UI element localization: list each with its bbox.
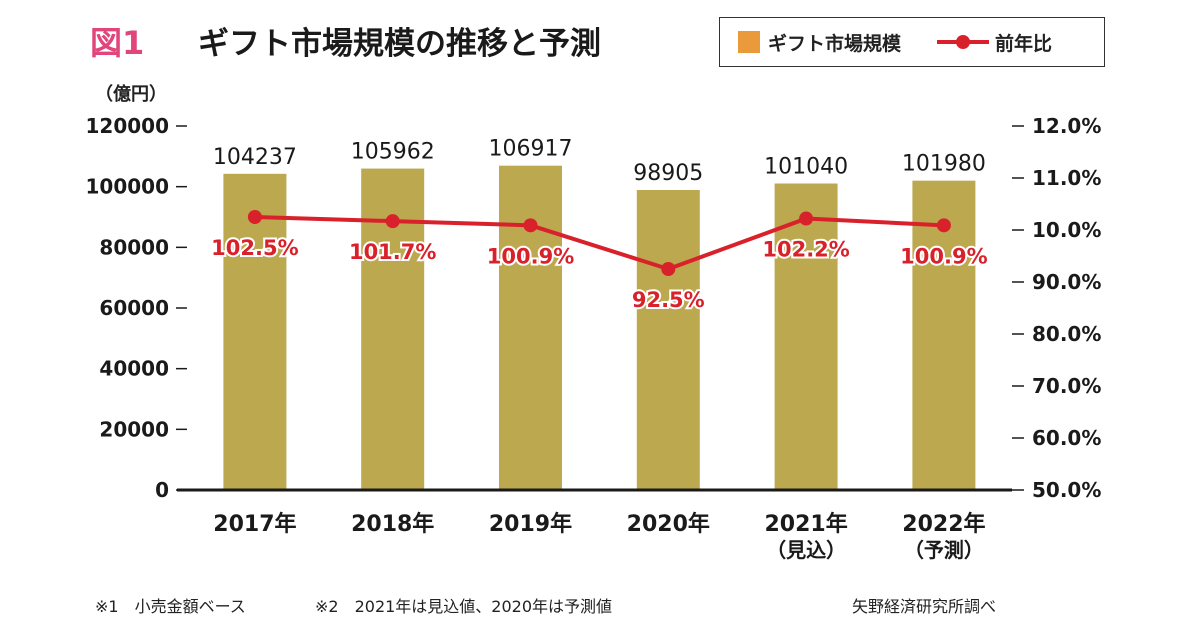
bar <box>636 189 700 490</box>
figure-label: 図1 <box>90 24 145 62</box>
footnote-2: ※2 2021年は見込値、2020年は予測値 <box>315 597 613 616</box>
x-tick-label: 2017年 <box>213 511 296 537</box>
legend-item-yoy: 前年比 <box>937 29 1052 56</box>
y-left-tick-label: 120000 <box>86 114 170 138</box>
y-right-tick-label: 10.0% <box>1032 218 1101 242</box>
legend-item-market-size: ギフト市場規模 <box>738 29 901 56</box>
yoy-value-label: 92.5% <box>632 288 705 312</box>
bar-value-label: 98905 <box>633 161 703 186</box>
bar-value-label: 105962 <box>351 140 435 165</box>
y-right-tick-label: 11.0% <box>1032 166 1101 190</box>
y-left-tick-label: 20000 <box>99 417 169 441</box>
yoy-point <box>385 214 400 229</box>
y-left-tick-label: 40000 <box>99 357 169 381</box>
yoy-point <box>936 218 951 233</box>
y-axis-unit-label: （億円） <box>95 84 167 105</box>
x-tick-sublabel: （予測） <box>904 538 984 562</box>
x-tick-sublabel: （見込） <box>766 538 846 562</box>
yoy-value-label: 101.7% <box>349 240 436 264</box>
bar <box>774 183 838 490</box>
x-tick-label: 2019年 <box>489 511 572 537</box>
yoy-point <box>661 262 676 276</box>
legend-bar-label: ギフト市場規模 <box>768 32 902 55</box>
bar-value-label: 106917 <box>489 137 573 162</box>
yoy-value-label: 102.2% <box>762 238 849 262</box>
yoy-point <box>523 218 538 233</box>
legend: ギフト市場規模 前年比 <box>719 17 1105 67</box>
y-right-tick-label: 60.0% <box>1032 426 1101 450</box>
footnote-1: ※1 小売金額ベース <box>95 597 246 616</box>
bar <box>223 173 287 490</box>
chart-title: ギフト市場規模の推移と予測 <box>198 26 601 62</box>
y-left-tick-label: 100000 <box>86 175 170 199</box>
y-left-tick-label: 0 <box>155 478 169 502</box>
yoy-value-label: 102.5% <box>211 236 298 260</box>
yoy-value-label: 100.9% <box>900 244 987 268</box>
y-right-tick-label: 12.0% <box>1032 114 1101 138</box>
y-right-tick-label: 70.0% <box>1032 374 1101 398</box>
y-right-tick-label: 90.0% <box>1032 270 1101 294</box>
x-tick-label: 2021年 <box>764 511 847 537</box>
bar-value-label: 101040 <box>764 155 848 180</box>
y-left-tick-label: 80000 <box>99 235 169 259</box>
yoy-line <box>254 215 944 271</box>
yoy-value-label: 100.9% <box>487 244 574 268</box>
bar <box>499 165 562 490</box>
source-note: 矢野経済研究所調べ <box>852 597 997 616</box>
bar-value-label: 101980 <box>902 152 986 177</box>
y-right-tick-label: 50.0% <box>1032 478 1101 502</box>
bar-value-label: 104237 <box>213 145 297 170</box>
legend-bar-swatch <box>738 31 760 53</box>
yoy-point <box>247 210 262 224</box>
x-tick-label: 2022年 <box>902 511 985 537</box>
y-right-tick-label: 80.0% <box>1032 322 1101 346</box>
x-tick-label: 2020年 <box>627 511 710 537</box>
legend-line-label: 前年比 <box>995 32 1053 55</box>
y-left-tick-label: 60000 <box>99 296 169 320</box>
x-tick-label: 2018年 <box>351 511 434 537</box>
legend-line-swatch <box>937 31 990 53</box>
yoy-point <box>799 211 814 226</box>
